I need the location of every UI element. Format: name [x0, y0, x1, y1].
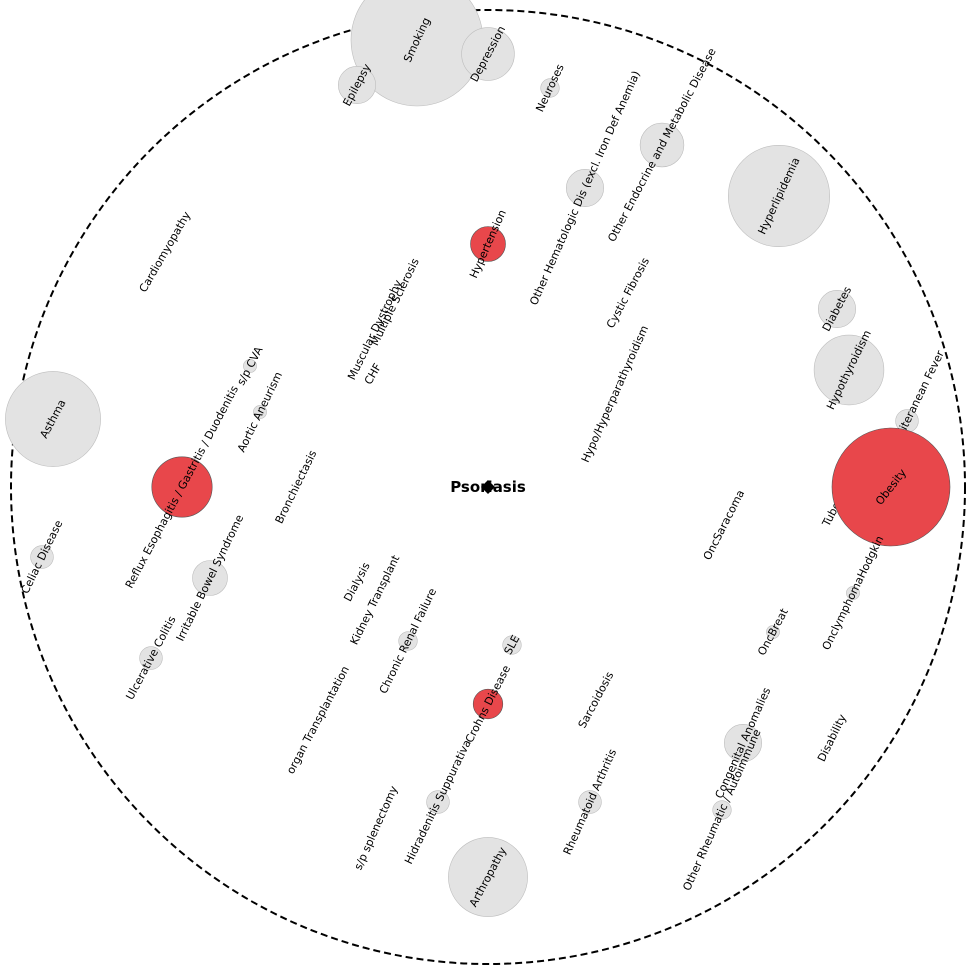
node-label: organ Transplantation: [284, 664, 352, 776]
nodes-layer: Smoking Depression Epilepsy Neuroses Other E…: [5, 0, 951, 917]
node-sle: SLE: [502, 633, 523, 657]
node-other-endocrine-and-metabolic-disease: Other Endocrine and Metabolic Disease: [605, 46, 719, 244]
node-kidney-transplant: Kidney Transplant: [348, 552, 403, 647]
node-label: Crohns Disease: [463, 663, 513, 745]
node-obesity: Obesity: [831, 427, 951, 547]
node-hyperlipidemia: Hyperlipidemia: [727, 145, 830, 248]
node-bubble: [426, 790, 450, 814]
node-sarcoidosis: Sarcoidosis: [576, 669, 617, 730]
center-diamond-icon: [481, 480, 495, 494]
node-arthropathy: Arthropathy: [448, 837, 528, 917]
node-label: Other Endocrine and Metabolic Disease: [605, 46, 719, 244]
node-label: OncBreat: [755, 606, 791, 658]
node-label: Hypo/Hyperparathyroidism: [579, 323, 651, 464]
node-hypo-hyperparathyroidism: Hypo/Hyperparathyroidism: [579, 323, 651, 464]
node-label: Kidney Transplant: [348, 552, 403, 647]
node-label: Cardiomyopathy: [137, 209, 194, 295]
node-neuroses: Neuroses: [533, 62, 567, 114]
node-label: SLE: [502, 633, 523, 657]
node-other-rheumatic-autoimmune: Other Rheumatic / Autoimmune: [680, 727, 763, 893]
node-s-p-splenectomy: s/p splenectomy: [352, 784, 401, 872]
node-ulcerative-colitis: Ulcerative Colitis: [123, 614, 178, 702]
node-bubble: [151, 456, 213, 518]
node-cardiomyopathy: Cardiomyopathy: [137, 209, 194, 295]
node-oncbreat: OncBreat: [755, 606, 791, 658]
node-congenital-anomalies: Congenital Anomalies: [713, 685, 774, 800]
center-marker: Psoriasis: [450, 478, 526, 496]
node-label: Chronic Renal Failure: [377, 586, 439, 696]
node-chronic-renal-failure: Chronic Renal Failure: [377, 586, 439, 696]
node-smoking: Smoking: [350, 0, 484, 107]
node-bubble: [253, 405, 267, 419]
node-bubble: [398, 631, 418, 651]
node-bubble: [502, 635, 522, 655]
node-bubble: [727, 145, 830, 248]
node-bubble: [565, 169, 604, 208]
node-asthma: Asthma: [5, 371, 101, 467]
node-label: Cystic Fibrosis: [604, 255, 652, 330]
node-label: Celiac Disease: [19, 518, 66, 596]
node-bubble: [448, 837, 528, 917]
node-disability: Disability: [815, 712, 849, 764]
node-label: Sarcoidosis: [576, 669, 617, 730]
node-label: Neuroses: [533, 62, 567, 114]
node-bubble: [470, 226, 506, 262]
node-bubble: [817, 289, 856, 328]
node-label: Irritable Bowel Syndrome: [174, 512, 247, 643]
node-label: OnclymphomaHodgkin: [820, 534, 887, 652]
node-hypothyroidism: Hypothyroidism: [813, 328, 885, 412]
node-hypertension: Hypertension: [467, 208, 509, 281]
node-bubble: [472, 688, 504, 720]
node-label: Rheumatoid Arthritis: [561, 747, 620, 857]
center-label: Psoriasis: [450, 478, 526, 496]
node-label: OncSaracoma: [701, 488, 747, 562]
node-bubble: [243, 359, 257, 373]
node-bubble: [139, 646, 163, 670]
node-label: s/p splenectomy: [352, 784, 401, 872]
node-label: Other Rheumatic / Autoimmune: [680, 727, 763, 893]
node-bubble: [813, 334, 885, 406]
node-bubble: [192, 560, 228, 596]
node-label: Disability: [815, 712, 849, 764]
node-bubble: [846, 586, 860, 600]
node-organ-transplantation: organ Transplantation: [284, 664, 352, 776]
node-celiac-disease: Celiac Disease: [19, 518, 66, 596]
node-bubble: [766, 625, 780, 639]
node-epilepsy: Epilepsy: [337, 61, 376, 108]
node-diabetes: Diabetes: [817, 284, 856, 334]
node-bubble: [461, 27, 515, 81]
node-depression: Depression: [461, 24, 515, 84]
outer-ring: [10, 9, 966, 965]
node-bubble: [5, 371, 101, 467]
node-s-p-cva: s/p CVA: [234, 344, 265, 388]
node-bubble: [639, 122, 685, 168]
node-label: Bronchiectasis: [273, 448, 320, 526]
node-bubble: [30, 545, 54, 569]
node-label: Congenital Anomalies: [713, 685, 774, 800]
node-rheumatoid-arthritis: Rheumatoid Arthritis: [561, 747, 620, 857]
node-irritable-bowel-syndrome: Irritable Bowel Syndrome: [174, 512, 247, 643]
node-oncsaracoma: OncSaracoma: [701, 488, 747, 562]
node-bronchiectasis: Bronchiectasis: [273, 448, 320, 526]
node-cystic-fibrosis: Cystic Fibrosis: [604, 255, 652, 330]
node-bubble: [578, 790, 602, 814]
node-bubble: [337, 66, 376, 105]
node-bubble: [540, 78, 560, 98]
node-crohns-disease: Crohns Disease: [463, 663, 513, 745]
node-bubble: [723, 723, 762, 762]
node-bubble: [712, 800, 732, 820]
node-label: s/p CVA: [234, 344, 265, 388]
node-onclymphomahodgkin: OnclymphomaHodgkin: [820, 534, 887, 652]
node-label: Ulcerative Colitis: [123, 614, 178, 702]
node-bubble: [831, 427, 951, 547]
